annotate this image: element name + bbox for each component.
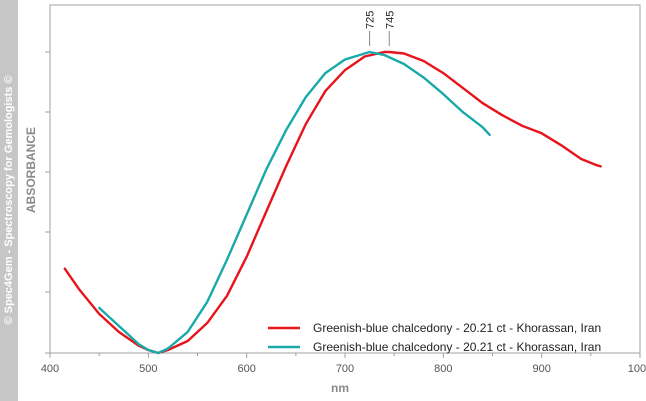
series-line-2: [98, 50, 491, 355]
x-tick-label: 500: [139, 363, 157, 375]
x-tick-label: 400: [41, 363, 59, 375]
peak-label: 745: [384, 11, 396, 29]
series-line-1: [63, 50, 602, 355]
x-tick-label: 1000: [628, 363, 646, 375]
legend: Greenish-blue chalcedony - 20.21 ct - Kh…: [268, 321, 601, 354]
x-tick-label: 700: [336, 363, 354, 375]
y-axis-title: ABSORBANCE: [24, 127, 38, 213]
legend-label-1: Greenish-blue chalcedony - 20.21 ct - Kh…: [313, 321, 601, 335]
axis-ticks: [45, 51, 641, 358]
watermark-sidebar: © Spec4Gem - Spectroscopy for Gemologist…: [0, 0, 18, 401]
plot-border: [49, 4, 641, 354]
x-tick-label: 900: [532, 363, 550, 375]
series-layer: [63, 50, 602, 355]
x-axis-title: nm: [331, 381, 349, 395]
x-tick-label: 600: [237, 363, 255, 375]
peak-label: 725: [365, 11, 377, 29]
x-tick-labels: 400 500 600 700 800 900 1000: [41, 363, 646, 375]
peak-markers: 725 745: [365, 11, 396, 46]
x-tick-label: 800: [434, 363, 452, 375]
legend-label-2: Greenish-blue chalcedony - 20.21 ct - Kh…: [313, 340, 601, 354]
plot-frame: [49, 4, 641, 354]
